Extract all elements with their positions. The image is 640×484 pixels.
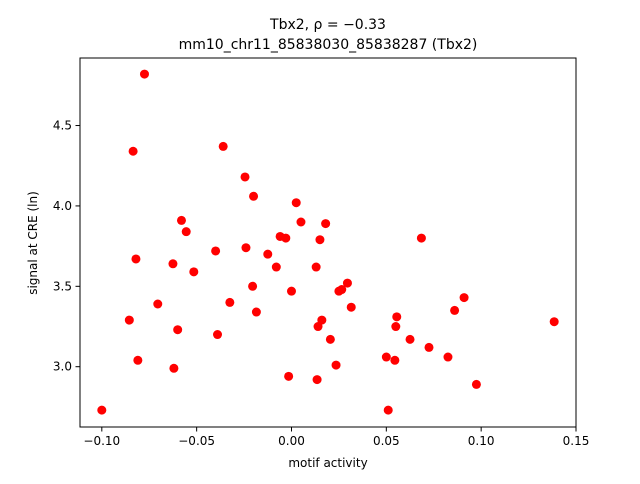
scatter-point — [251, 307, 261, 317]
y-tick-label: 3.5 — [53, 279, 72, 293]
scatter-point — [284, 371, 294, 381]
scatter-point — [169, 363, 179, 373]
scatter-point — [263, 249, 273, 259]
x-tick-label: −0.10 — [83, 434, 120, 448]
scatter-point — [218, 141, 228, 151]
scatter-point — [337, 285, 347, 295]
y-axis-ticks: 3.0 3.5 4.0 4.5 — [53, 119, 80, 374]
chart-title-line2: mm10_chr11_85838030_85838287 (Tbx2) — [179, 37, 478, 53]
x-axis-ticks: −0.10 −0.05 0.00 0.05 0.10 0.15 — [83, 427, 589, 448]
scatter-point — [315, 235, 325, 245]
scatter-point — [153, 299, 163, 309]
x-tick-label: 0.10 — [468, 434, 495, 448]
y-tick-label: 4.0 — [53, 199, 72, 213]
scatter-point — [405, 334, 415, 344]
scatter-point — [383, 405, 393, 415]
scatter-point — [248, 281, 258, 291]
scatter-point — [450, 305, 460, 315]
scatter-point — [296, 217, 306, 227]
x-tick-label: 0.05 — [373, 434, 400, 448]
scatter-point — [443, 352, 453, 362]
scatter-point — [211, 246, 221, 256]
x-tick-label: 0.00 — [278, 434, 305, 448]
x-tick-label: 0.15 — [563, 434, 590, 448]
chart-title-line1: Tbx2, ρ = −0.33 — [269, 17, 386, 33]
scatter-point — [325, 334, 335, 344]
scatter-point — [176, 215, 186, 225]
scatter-point — [391, 322, 401, 332]
scatter-point — [281, 233, 291, 243]
scatter-point — [424, 342, 434, 352]
scatter-point — [471, 379, 481, 389]
scatter-point — [311, 262, 321, 272]
scatter-point — [225, 297, 235, 307]
scatter-point — [286, 286, 296, 296]
scatter-point — [133, 355, 143, 365]
y-tick-label: 3.0 — [53, 360, 72, 374]
scatter-point — [213, 330, 223, 340]
scatter-point — [241, 243, 251, 253]
scatter-point — [381, 352, 391, 362]
x-axis-label: motif activity — [288, 456, 367, 470]
scatter-point — [549, 317, 559, 327]
scatter-point — [131, 254, 141, 264]
scatter-point — [331, 360, 341, 370]
scatter-point — [390, 355, 400, 365]
scatter-point — [271, 262, 281, 272]
scatter-point — [240, 172, 250, 182]
scatter-point — [173, 325, 183, 335]
scatter-point — [97, 405, 107, 415]
scatter-point — [168, 259, 178, 269]
y-axis-label: signal at CRE (ln) — [26, 191, 40, 295]
scatter-point — [392, 312, 402, 322]
scatter-point — [181, 227, 191, 237]
scatter-point — [312, 375, 322, 385]
y-tick-label: 4.5 — [53, 119, 72, 133]
points-layer — [97, 69, 559, 415]
x-tick-label: −0.05 — [178, 434, 215, 448]
scatter-point — [139, 69, 149, 79]
scatter-point — [342, 278, 352, 288]
scatter-point — [317, 315, 327, 325]
scatter-point — [189, 267, 199, 277]
scatter-point — [249, 191, 259, 201]
scatter-point — [321, 219, 331, 229]
scatter-point — [459, 293, 469, 303]
scatter-point — [128, 146, 138, 156]
scatter-point — [416, 233, 426, 243]
scatter-point — [346, 302, 356, 312]
scatter-point — [124, 315, 134, 325]
scatter-point — [291, 198, 301, 208]
plot-area-frame — [79, 57, 577, 428]
